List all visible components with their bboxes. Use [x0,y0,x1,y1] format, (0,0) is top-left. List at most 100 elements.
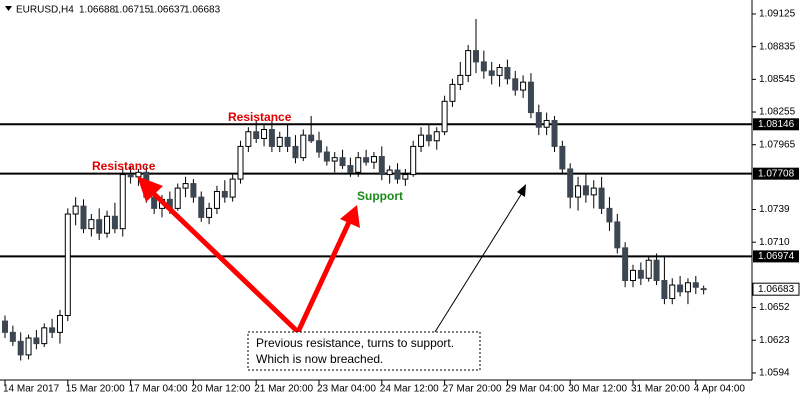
candle-body [284,136,291,147]
candle-body [606,207,613,223]
header-icon [5,6,12,11]
candle-body [465,50,472,76]
candle-body [394,169,401,180]
candle-body [559,145,566,170]
resistance-label: Resistance [228,110,292,124]
candle-body [25,337,32,356]
candle-body [402,174,409,180]
candle-body [661,280,668,300]
candle-body [213,190,220,209]
candle-body [33,337,40,345]
candle-body [323,151,330,162]
x-tick-label: 31 Mar 20:00 [631,384,690,395]
candle-body [433,131,440,142]
candle-body [316,140,322,153]
candle-body [520,81,527,91]
price-tag-label: 1.06974 [758,251,795,262]
candle-body [590,187,597,196]
candle-body [119,174,126,230]
y-tick-label: 1.09125 [759,9,796,20]
header-close: 1.06683 [184,5,221,16]
y-tick-label: 1.0594 [759,368,790,379]
pointer-head [517,184,526,197]
arrow [295,218,353,334]
price-tag-label: 1.07708 [758,168,795,179]
y-tick-label: 1.0710 [759,237,790,248]
candle-body [622,247,629,282]
candle-body [300,134,307,159]
candle-body [174,187,181,209]
price-tag [753,167,799,180]
x-tick-label: 23 Mar 04:00 [317,384,376,395]
header: EURUSD,H4 1.06688 1.06715 1.06637 1.0668… [16,5,221,16]
candle-body [692,282,699,288]
candle-body [582,185,589,196]
current-price-tag [752,282,800,296]
candle-body [488,70,495,76]
candle-body [449,83,456,102]
candle-body [653,259,660,282]
arrow-head [137,176,163,202]
candle-body [88,219,95,230]
candle-body [441,100,448,133]
candle-body [370,156,377,163]
y-tick-label: 1.0652 [759,302,790,313]
plot: 1.09125 1.08835 1.08545 1.08255 1.07965 1.073… [0,9,800,395]
x-tick-label: 20 Mar 12:00 [191,384,250,395]
candle-body [339,157,346,167]
candle-body [2,320,8,333]
candle-body [551,119,558,147]
candle-body [276,136,283,147]
x-tick-label: 21 Mar 20:00 [254,384,313,395]
candle-body [535,112,542,128]
y-tick-label: 1.08255 [759,107,796,118]
candle-body [347,165,354,173]
candle-body [527,81,534,114]
candle-body [614,221,621,249]
candle-body [261,128,268,140]
candle-body [41,327,48,345]
candle-body [363,157,370,163]
candle-body [229,178,236,198]
candle-body [104,215,111,234]
x-tick-label: 24 Mar 12:00 [380,384,439,395]
x-tick-label: 27 Mar 20:00 [443,384,502,395]
candle-body [308,134,315,142]
price-tag [753,250,799,263]
current-price-label: 1.06683 [758,284,795,295]
y-tick-label: 1.08835 [759,41,796,52]
note-line: Which is now breached. [256,352,383,366]
header-high: 1.06715 [114,5,151,16]
candle-body [253,131,260,140]
candle-body [418,134,425,147]
candle-body [567,168,574,198]
note-line: Previous resistance, turns to support. [256,336,454,350]
candle-body [700,288,707,291]
candle-body [268,128,275,147]
support-label: Support [357,189,403,203]
candle-body [504,67,511,80]
candle-body [677,284,684,293]
symbol: EURUSD,H4 [16,5,74,16]
price-tag-label: 1.08146 [758,119,795,130]
candle-body [669,284,676,300]
x-tick-label: 29 Mar 04:00 [505,384,564,395]
candle-body [496,67,503,76]
candle-body [684,282,691,293]
y-tick-label: 1.0623 [759,335,790,346]
candle-body [56,314,63,333]
candle-body [457,74,464,85]
x-tick-label: 15 Mar 20:00 [66,384,125,395]
candle-body [473,50,479,63]
pointer-line [434,192,523,333]
candle-body [72,205,79,215]
y-tick-label: 1.0739 [759,204,790,215]
candle-body [410,145,417,176]
candle-body [512,78,519,91]
x-tick-label: 17 Mar 04:00 [129,384,188,395]
candle-body [645,259,652,279]
candle-body [17,340,24,356]
candle-body [378,156,385,176]
y-tick-label: 1.08545 [759,74,796,85]
